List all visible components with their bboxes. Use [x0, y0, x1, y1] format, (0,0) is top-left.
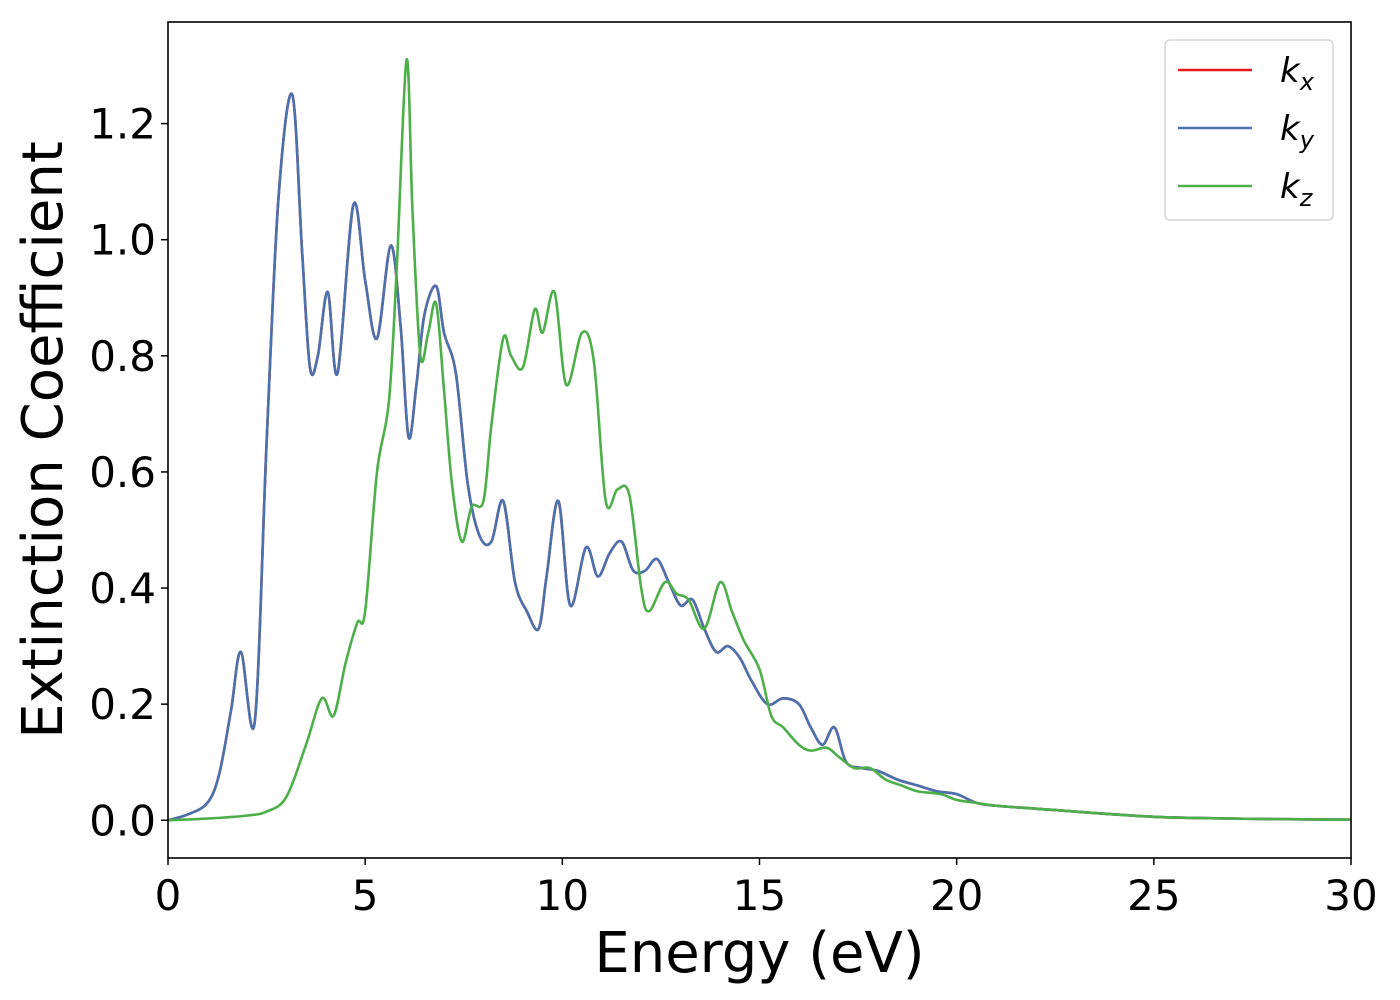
x-tick-label: 20	[930, 871, 983, 920]
x-tick-label: 5	[352, 871, 379, 920]
legend-label-y: ky	[1280, 109, 1315, 154]
x-tick-label: 0	[155, 871, 182, 920]
x-tick-label: 10	[536, 871, 589, 920]
legend-label-main: k	[1280, 167, 1301, 207]
legend-label-x: kx	[1280, 51, 1315, 96]
y-tick-label: 1.2	[89, 100, 156, 149]
y-tick-label: 0.2	[89, 680, 156, 729]
series-line-z	[167, 58, 1352, 822]
legend-label-main: k	[1280, 109, 1301, 149]
legend-box	[1164, 39, 1334, 221]
y-tick-label: 0.6	[89, 448, 156, 497]
x-axis-ticks: 0 5 10 15 20 25 30	[155, 858, 1378, 920]
y-axis-label: Extinction Coefficient	[11, 141, 76, 739]
y-axis-ticks: 0.0 0.2 0.4 0.6 0.8 1.0 1.2	[89, 100, 168, 845]
legend-label-z: kz	[1280, 167, 1314, 212]
x-axis-label: Energy (eV)	[594, 921, 924, 986]
x-tick-label: 15	[733, 871, 786, 920]
legend-label-main: k	[1280, 51, 1301, 91]
x-tick-label: 30	[1324, 871, 1377, 920]
series-layer	[167, 58, 1352, 822]
series-line-y	[167, 92, 1352, 822]
y-tick-label: 0.4	[89, 564, 156, 613]
y-tick-label: 0.8	[89, 332, 156, 381]
x-tick-label: 25	[1127, 871, 1180, 920]
y-tick-label: 1.0	[89, 216, 156, 265]
legend-label-sub: x	[1299, 68, 1315, 96]
legend-label-sub: z	[1299, 184, 1314, 212]
y-tick-label: 0.0	[89, 796, 156, 845]
legend-label-sub: y	[1299, 126, 1315, 154]
